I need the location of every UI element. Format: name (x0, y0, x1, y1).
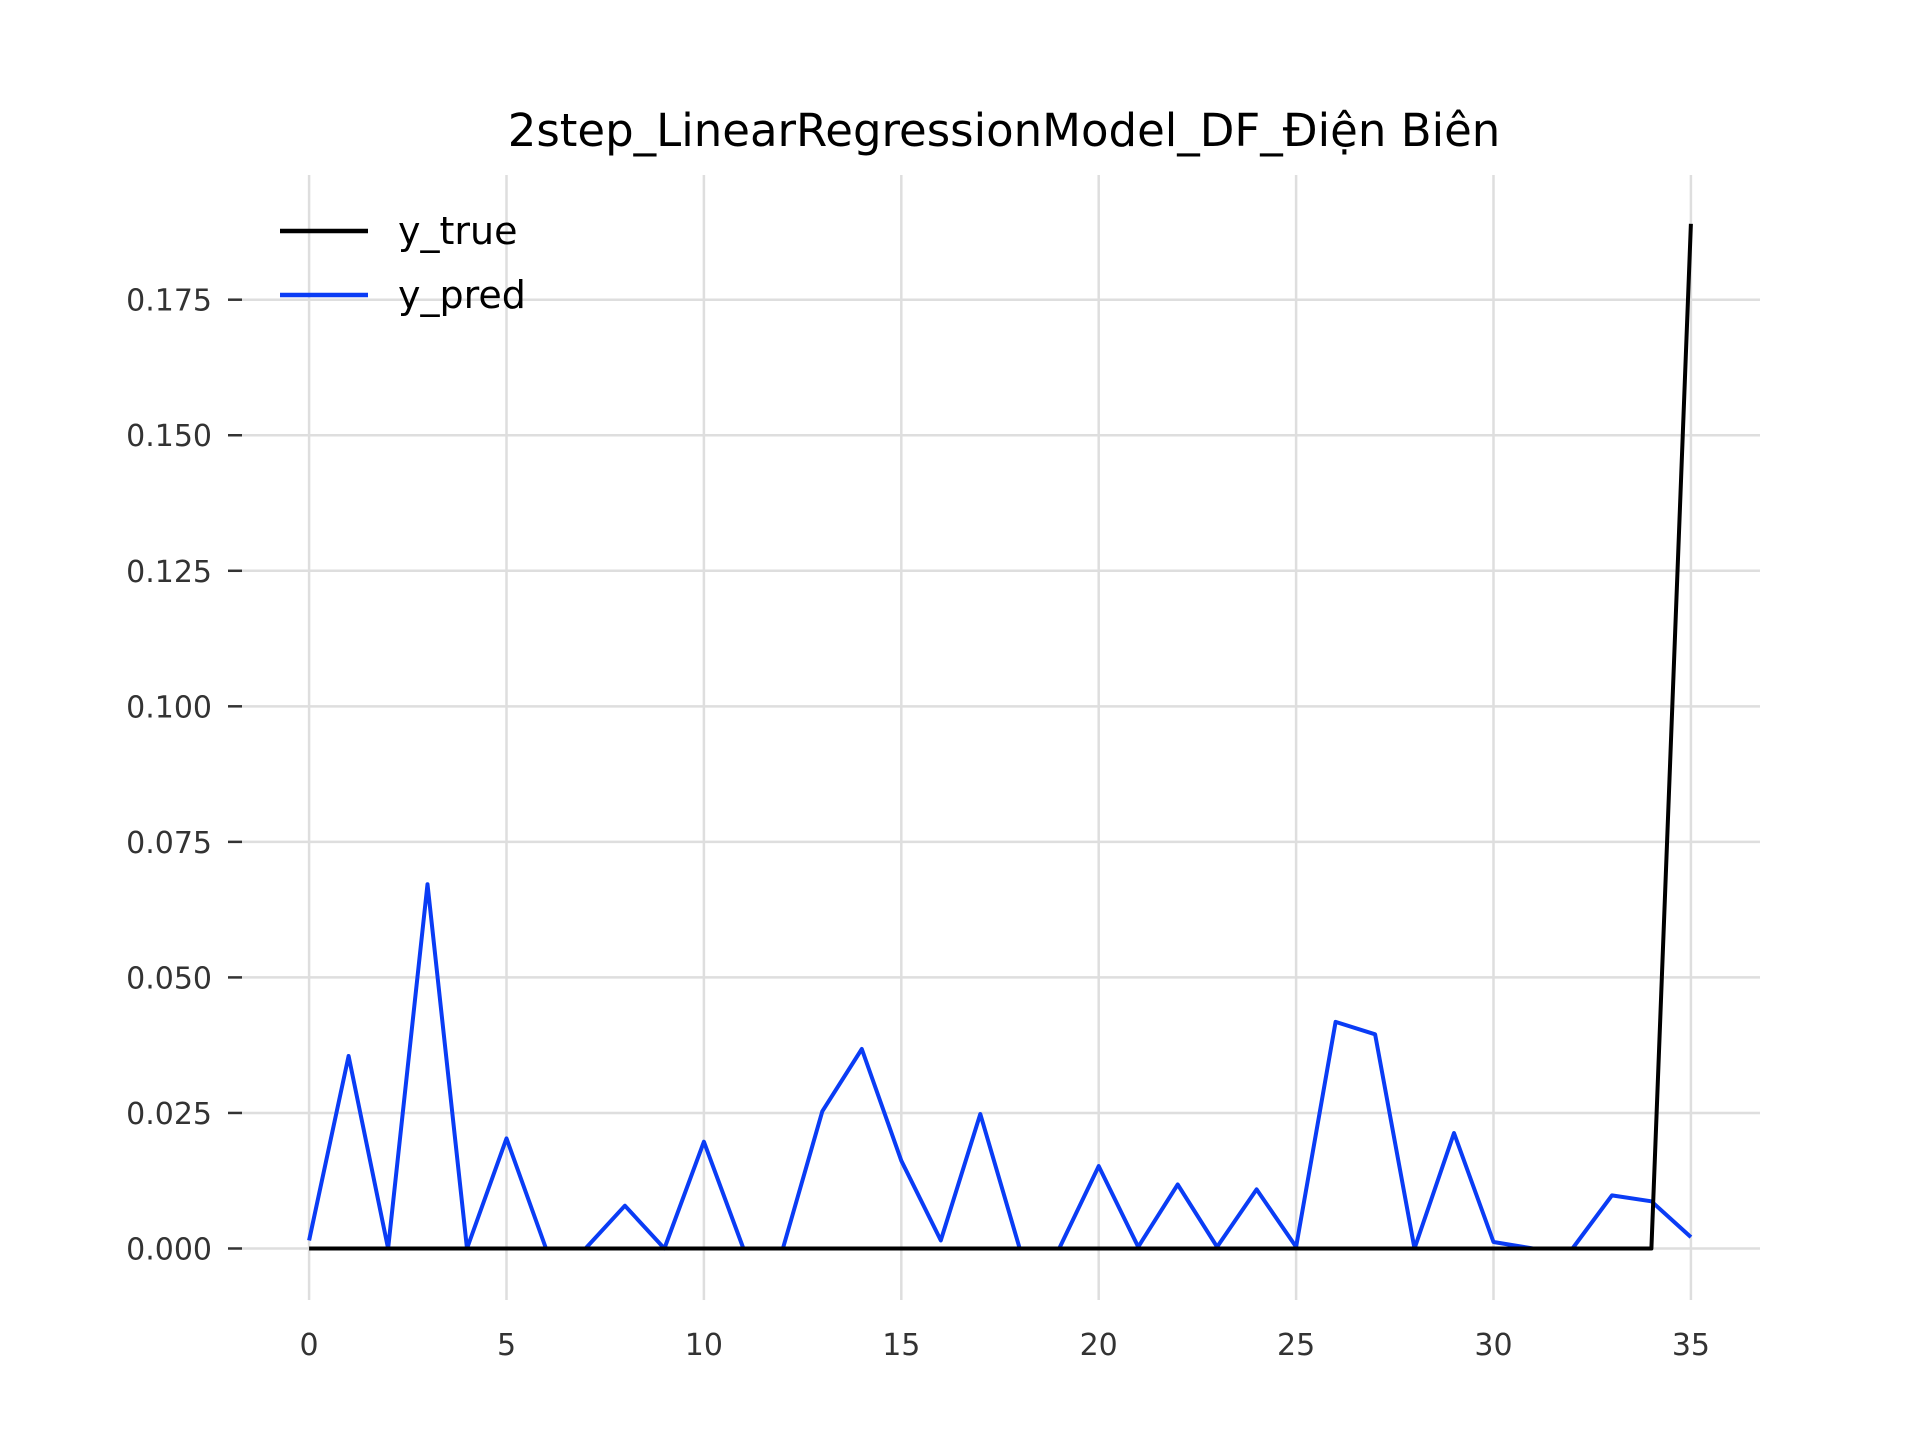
y-tick-label: 0.025 (126, 1097, 212, 1132)
x-tick-label: 0 (300, 1328, 319, 1363)
y-tick-label: 0.075 (126, 826, 212, 861)
x-tick-label: 5 (497, 1328, 516, 1363)
y-tick-label: 0.050 (126, 961, 212, 996)
x-tick-label: 30 (1474, 1328, 1512, 1363)
grid (240, 175, 1760, 1300)
x-tick-label: 15 (882, 1328, 920, 1363)
x-tick-label: 25 (1277, 1328, 1315, 1363)
legend: y_true y_pred (280, 209, 526, 317)
x-tick-label: 35 (1672, 1328, 1710, 1363)
series-line-y-true (309, 223, 1693, 1251)
chart-title: 2step_LinearRegressionModel_DF_Điện Biên (508, 104, 1501, 157)
y-tick-label: 0.175 (126, 284, 212, 319)
axis-ticks: 0 5 10 15 20 25 30 35 0.000 0.025 0.050 0.075 0.100 0… (126, 284, 1710, 1363)
y-tick-label: 0.100 (126, 690, 212, 725)
y-tick-label: 0.000 (126, 1232, 212, 1267)
y-tick-label: 0.125 (126, 555, 212, 590)
x-tick-label: 10 (685, 1328, 723, 1363)
legend-label-y-true: y_true (398, 209, 517, 253)
series-line-y-pred (307, 882, 1693, 1251)
y-tick-label: 0.150 (126, 419, 212, 454)
data-series (307, 223, 1693, 1251)
legend-label-y-pred: y_pred (398, 273, 526, 317)
x-tick-label: 20 (1080, 1328, 1118, 1363)
